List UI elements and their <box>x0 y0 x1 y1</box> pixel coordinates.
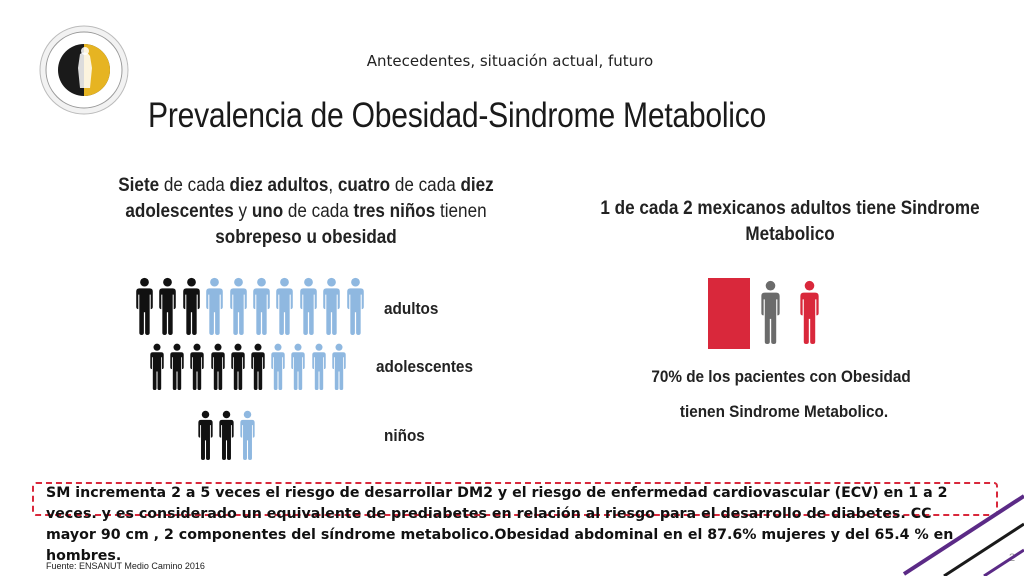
academy-logo <box>39 25 129 115</box>
row-label-kids: niños <box>384 426 425 445</box>
statement-part: diez adultos <box>229 175 329 196</box>
statement-part: cuatro <box>337 175 391 196</box>
person-light-icon <box>276 277 294 335</box>
statement-part: tienen <box>435 201 487 222</box>
corner-decoration <box>902 494 1024 576</box>
person-grey-icon <box>761 280 780 344</box>
statement-part: , <box>328 175 338 196</box>
person-red-icon <box>800 280 819 344</box>
person-dark-icon <box>159 277 177 335</box>
person-light-icon <box>311 343 326 390</box>
person-dark-icon <box>210 343 225 390</box>
person-dark-icon <box>170 343 184 390</box>
person-dark-icon <box>231 343 245 390</box>
person-light-icon <box>229 277 247 335</box>
person-dark-icon <box>150 343 164 390</box>
person-light-icon <box>291 343 306 390</box>
person-dark-icon <box>198 410 213 460</box>
metabolic-syndrome-statement: 1 de cada 2 mexicanos adultos tiene Sind… <box>600 198 980 245</box>
person-dark-icon <box>251 343 265 390</box>
person-dark-icon <box>219 410 234 460</box>
metabolic-syndrome-note: SM incrementa 2 a 5 veces el riesgo de d… <box>46 485 954 564</box>
slide-title: Prevalencia de Obesidad-Sindrome Metabol… <box>148 96 767 135</box>
person-light-icon <box>299 277 317 335</box>
statement-part: de cada <box>159 175 230 196</box>
statement-part: uno <box>251 201 284 222</box>
source-citation: Fuente: ENSANUT Medio Camino 2016 <box>46 561 205 571</box>
person-light-icon <box>346 277 364 335</box>
statement-part: Siete <box>118 175 160 196</box>
person-dark-icon <box>190 343 205 390</box>
statement-part: de cada <box>283 201 354 222</box>
obesity-stat-line-2: tienen Sindrome Metabolico. <box>679 402 889 421</box>
person-grey-icon <box>754 280 787 349</box>
person-light-icon <box>271 343 285 390</box>
person-red-icon <box>793 280 826 349</box>
slide-subtitle: Antecedentes, situación actual, futuro <box>366 52 654 70</box>
adults-pictogram <box>134 277 366 335</box>
person-dark-icon <box>182 277 200 335</box>
person-light-icon <box>331 343 346 390</box>
person-light-icon <box>323 277 340 335</box>
kids-pictogram <box>196 410 257 460</box>
teens-pictogram <box>148 343 348 390</box>
overweight-statement: Siete de cada diez adultos, cuatro de ca… <box>117 173 495 251</box>
statement-part: diez adolescentes <box>125 175 494 222</box>
statement-part: y <box>233 201 252 222</box>
person-light-icon <box>240 410 256 460</box>
statement-part: tres niños <box>353 201 436 222</box>
obesity-stat-line-1: 70% de los pacientes con Obesidad <box>651 367 911 386</box>
row-label-adults: adultos <box>384 299 439 318</box>
note-dashed-box <box>32 482 998 516</box>
statement-part: sobrepeso u obesidad <box>215 227 397 248</box>
statement-part: de cada <box>390 175 461 196</box>
red-bar-graphic <box>708 278 750 349</box>
person-light-icon <box>206 277 223 335</box>
row-label-teens: adolescentes <box>376 357 473 376</box>
person-dark-icon <box>136 277 153 335</box>
person-light-icon <box>253 277 270 335</box>
